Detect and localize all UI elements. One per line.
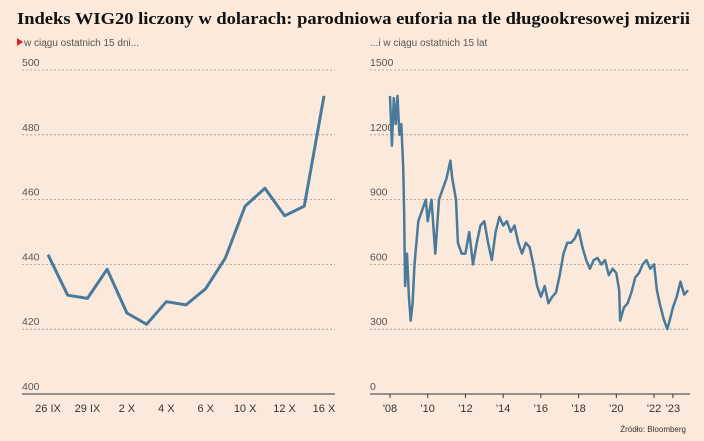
x-tick-label: '23 — [666, 403, 680, 415]
x-tick-label: '22 — [647, 403, 661, 415]
x-tick-label: 2 X — [119, 403, 136, 415]
y-tick-label: 300 — [370, 316, 388, 328]
y-tick-label: 440 — [22, 251, 40, 263]
x-tick-label: 12 X — [273, 403, 296, 415]
bullet-icon — [17, 38, 23, 46]
line — [46, 95, 326, 326]
x-tick-label: '10 — [421, 403, 435, 415]
x-tick-label: 26 IX — [35, 403, 61, 415]
y-tick-label: 0 — [370, 381, 376, 393]
x-tick-label: 4 X — [158, 403, 175, 415]
y-tick-label: 480 — [22, 122, 40, 134]
y-tick-label: 900 — [370, 187, 388, 199]
x-tick-label: 16 X — [313, 403, 336, 415]
chart-title: Indeks WIG20 liczony w dolarach: parodni… — [17, 9, 690, 28]
x-tick-label: '08 — [383, 403, 397, 415]
y-tick-label: 400 — [22, 381, 40, 393]
subtitle: w ciągu ostatnich 15 dni... — [23, 38, 139, 49]
y-tick-label: 420 — [22, 316, 40, 328]
subtitle: ...i w ciągu ostatnich 15 lat — [370, 38, 488, 49]
x-tick-label: '14 — [496, 403, 510, 415]
source: Źródło: Bloomberg — [620, 425, 686, 434]
y-tick-label: 460 — [22, 187, 40, 199]
x-tick-label: '12 — [458, 403, 472, 415]
y-tick-label: 1200 — [370, 122, 394, 134]
x-tick-label: '20 — [609, 403, 623, 415]
x-tick-label: '16 — [534, 403, 548, 415]
y-tick-label: 500 — [22, 57, 40, 69]
x-tick-label: 6 X — [197, 403, 214, 415]
x-tick-label: 29 IX — [75, 403, 101, 415]
y-tick-label: 1500 — [370, 57, 394, 69]
x-tick-label: '18 — [571, 403, 585, 415]
line — [388, 94, 689, 331]
x-tick-label: 10 X — [234, 403, 257, 415]
y-tick-label: 600 — [370, 251, 388, 263]
